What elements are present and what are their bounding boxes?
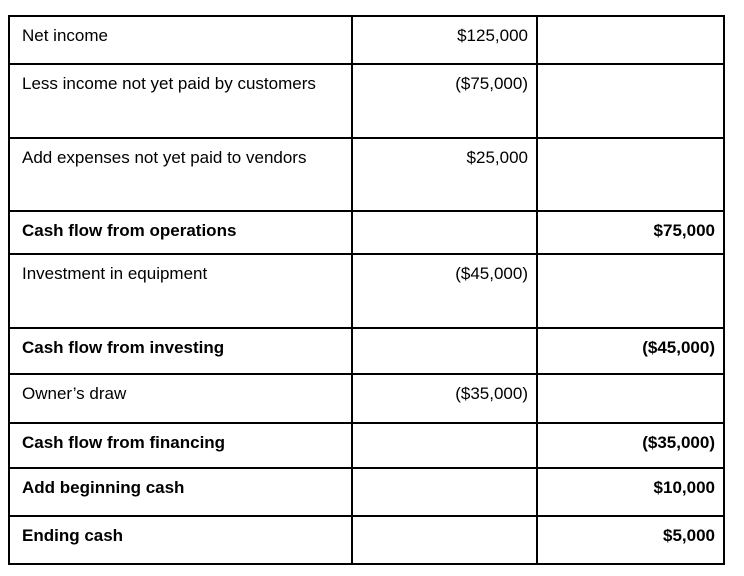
row-label: Add beginning cash bbox=[8, 467, 353, 517]
row-amount-total: ($35,000) bbox=[536, 422, 725, 469]
row-label: Net income bbox=[8, 15, 353, 65]
table-row-subtotal: Cash flow from financing ($35,000) bbox=[8, 422, 725, 469]
row-label: Cash flow from investing bbox=[8, 327, 353, 375]
row-amount-detail bbox=[351, 327, 538, 375]
row-amount-total bbox=[536, 15, 725, 65]
cash-flow-statement-table: Net income $125,000 Less income not yet … bbox=[8, 15, 725, 565]
row-label: Less income not yet paid by customers bbox=[8, 63, 353, 139]
row-label: Ending cash bbox=[8, 515, 353, 565]
table-row: Investment in equipment ($45,000) bbox=[8, 253, 725, 329]
row-amount-detail: $25,000 bbox=[351, 137, 538, 212]
table-row: Net income $125,000 bbox=[8, 15, 725, 65]
row-amount-total: ($45,000) bbox=[536, 327, 725, 375]
row-amount-detail bbox=[351, 210, 538, 255]
row-amount-total bbox=[536, 253, 725, 329]
row-amount-detail: ($35,000) bbox=[351, 373, 538, 424]
row-label: Cash flow from financing bbox=[8, 422, 353, 469]
row-amount-detail bbox=[351, 467, 538, 517]
row-amount-total: $10,000 bbox=[536, 467, 725, 517]
table-row: Less income not yet paid by customers ($… bbox=[8, 63, 725, 139]
row-amount-total: $75,000 bbox=[536, 210, 725, 255]
row-amount-total bbox=[536, 63, 725, 139]
table-row-total: Ending cash $5,000 bbox=[8, 515, 725, 565]
row-label: Add expenses not yet paid to vendors bbox=[8, 137, 353, 212]
row-amount-total bbox=[536, 373, 725, 424]
row-label: Owner’s draw bbox=[8, 373, 353, 424]
table-row: Owner’s draw ($35,000) bbox=[8, 373, 725, 424]
row-label: Investment in equipment bbox=[8, 253, 353, 329]
row-amount-detail: $125,000 bbox=[351, 15, 538, 65]
table-row-subtotal: Cash flow from operations $75,000 bbox=[8, 210, 725, 255]
row-amount-total: $5,000 bbox=[536, 515, 725, 565]
row-amount-detail bbox=[351, 515, 538, 565]
row-amount-detail: ($45,000) bbox=[351, 253, 538, 329]
row-amount-detail: ($75,000) bbox=[351, 63, 538, 139]
row-label: Cash flow from operations bbox=[8, 210, 353, 255]
row-amount-detail bbox=[351, 422, 538, 469]
row-amount-total bbox=[536, 137, 725, 212]
table-row-subtotal: Add beginning cash $10,000 bbox=[8, 467, 725, 517]
table-row: Add expenses not yet paid to vendors $25… bbox=[8, 137, 725, 212]
table-row-subtotal: Cash flow from investing ($45,000) bbox=[8, 327, 725, 375]
